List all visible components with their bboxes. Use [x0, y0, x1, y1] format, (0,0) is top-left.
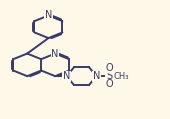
- Text: N: N: [45, 10, 52, 20]
- Text: O: O: [105, 79, 113, 89]
- Text: CH₃: CH₃: [114, 72, 129, 81]
- Text: O: O: [105, 63, 113, 73]
- Text: S: S: [106, 71, 112, 81]
- Text: N: N: [93, 71, 100, 81]
- Text: N: N: [63, 71, 70, 81]
- Text: N: N: [52, 49, 59, 59]
